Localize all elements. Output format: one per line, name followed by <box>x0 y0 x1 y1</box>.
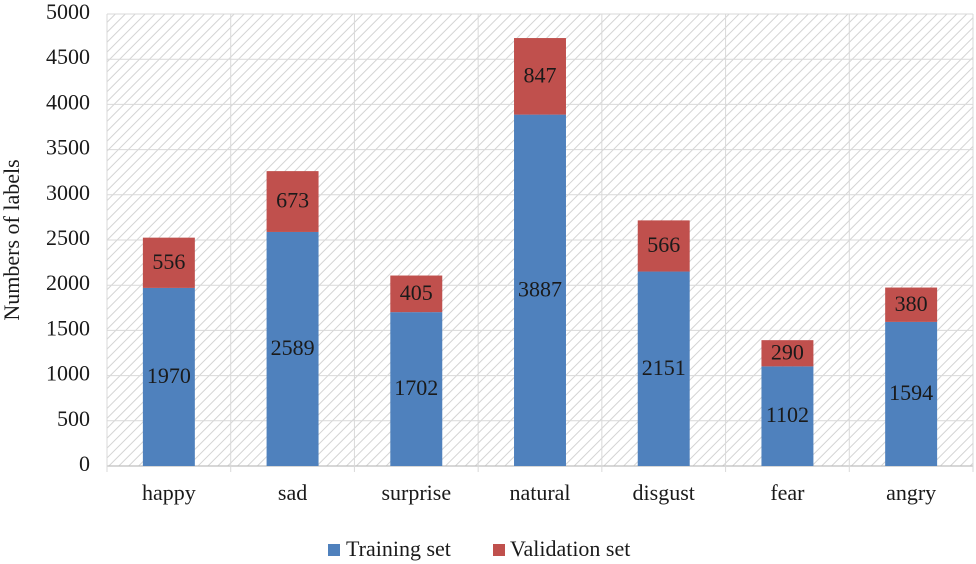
x-tick-label-fear: fear <box>770 480 805 505</box>
y-tick-label: 3500 <box>46 135 90 160</box>
y-axis-label: Numbers of labels <box>0 159 24 320</box>
legend-item-validation: Validation set <box>493 536 630 561</box>
y-tick-label: 2000 <box>46 270 90 295</box>
data-label-validation-set-disgust: 566 <box>647 232 680 257</box>
legend-label-training: Training set <box>346 536 451 561</box>
x-tick-label-disgust: disgust <box>633 480 695 505</box>
bar-training-set-disgust <box>637 271 690 466</box>
y-tick-label: 4000 <box>46 89 90 114</box>
bar-training-set-fear <box>761 366 814 466</box>
data-label-validation-set-angry: 380 <box>895 291 928 316</box>
y-tick-label: 4500 <box>46 44 90 69</box>
bar-validation-set-fear <box>761 340 814 367</box>
y-tick-label: 500 <box>57 406 90 431</box>
y-tick-label: 2500 <box>46 225 90 250</box>
bar-validation-set-happy <box>142 237 195 288</box>
bar-training-set-angry <box>885 321 938 466</box>
y-tick-label: 1000 <box>46 361 90 386</box>
legend-item-training: Training set <box>328 536 451 561</box>
legend-label-validation: Validation set <box>510 536 630 561</box>
data-label-validation-set-happy: 556 <box>152 249 185 274</box>
data-label-training-set-angry: 1594 <box>889 380 933 405</box>
y-tick-label: 1500 <box>46 315 90 340</box>
bar-validation-set-disgust <box>637 220 690 272</box>
x-tick-label-natural: natural <box>509 480 570 505</box>
bar-validation-set-natural <box>514 38 566 115</box>
x-tick-label-angry: angry <box>886 480 936 505</box>
bar-training-set-happy <box>142 287 195 466</box>
y-tick-label: 3000 <box>46 180 90 205</box>
data-label-validation-set-surprise: 405 <box>400 280 433 305</box>
data-label-training-set-sad: 2589 <box>271 335 315 360</box>
bar-validation-set-sad <box>266 171 319 232</box>
x-tick-label-sad: sad <box>278 480 307 505</box>
x-tick-label-happy: happy <box>142 480 196 505</box>
bar-validation-set-surprise <box>390 275 443 313</box>
data-label-training-set-natural: 3887 <box>518 276 562 301</box>
data-label-training-set-surprise: 1702 <box>394 375 438 400</box>
bar-training-set-surprise <box>390 312 443 466</box>
y-axis-ticks: 0 500 1000 1500 2000 2500 3000 3500 4000 4500 5000 <box>46 0 90 476</box>
y-tick-label: 5000 <box>46 0 90 24</box>
data-label-training-set-fear: 1102 <box>766 402 809 427</box>
legend: Training set Validation set <box>328 536 630 561</box>
y-tick-label: 0 <box>79 451 90 476</box>
bar-training-set-natural <box>514 114 566 466</box>
data-label-validation-set-natural: 847 <box>524 62 557 87</box>
bars <box>142 38 938 466</box>
x-tick-label-surprise: surprise <box>381 480 451 505</box>
data-label-training-set-disgust: 2151 <box>642 355 686 380</box>
legend-swatch-training <box>328 544 340 556</box>
data-labels: 1970 556 2589 673 1702 405 3887 847 2151 566 1102 2… <box>147 62 933 427</box>
legend-swatch-validation <box>493 544 505 556</box>
data-label-training-set-happy: 1970 <box>147 363 191 388</box>
data-label-validation-set-sad: 673 <box>276 188 309 213</box>
bar-training-set-sad <box>266 231 319 466</box>
data-label-validation-set-fear: 290 <box>771 339 804 364</box>
x-axis-ticks: happy sad surprise natural disgust fear angry <box>142 480 936 505</box>
bar-validation-set-angry <box>885 287 938 322</box>
